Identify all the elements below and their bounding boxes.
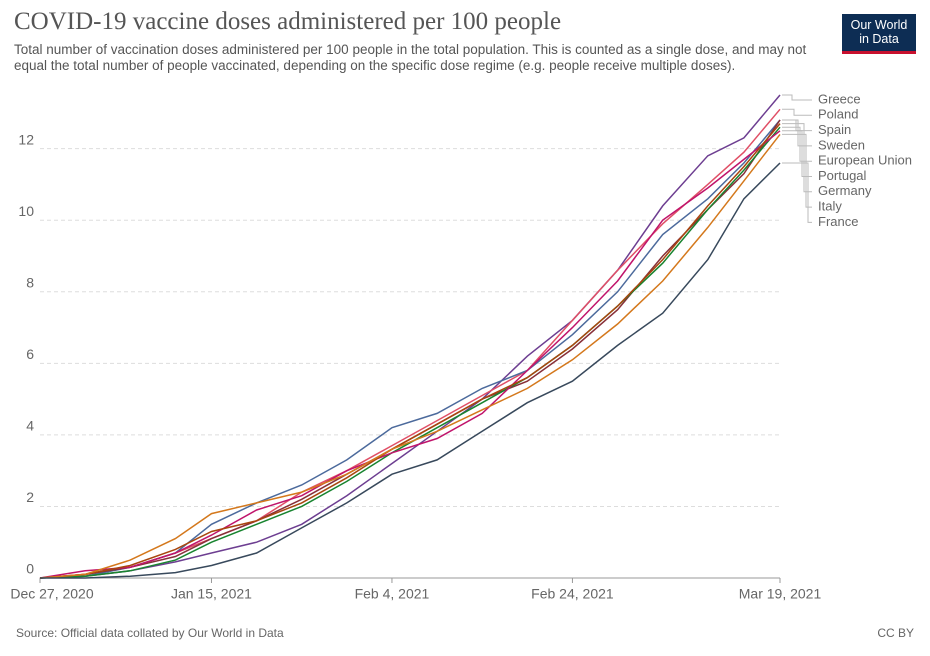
chart-subtitle: Total number of vaccination doses admini… [14,42,807,73]
series-line [39,126,781,579]
legend-connector [782,162,812,223]
x-tick-label: Jan 15, 2021 [171,586,252,602]
legend-label: France [818,214,858,229]
legend-connector [782,119,812,132]
chart-title: COVID-19 vaccine doses administered per … [14,8,562,35]
legend-label: Germany [818,183,872,198]
x-tick-label: Mar 19, 2021 [739,586,822,602]
logo-line: Our World [850,18,908,32]
series-line [40,162,781,579]
legend-connector [782,133,812,208]
y-tick-label: 12 [18,131,34,147]
series-line [39,123,781,579]
y-tick-label: 0 [26,561,34,577]
legend-label: Portugal [818,168,867,183]
series-line [39,133,781,579]
y-tick-label: 2 [26,489,34,505]
y-tick-label: 10 [18,203,34,219]
legend-label: Spain [818,122,851,137]
legend-label: Poland [818,107,858,122]
y-tick-label: 4 [26,418,34,434]
x-tick-label: Feb 4, 2021 [355,586,430,602]
series-line [39,94,781,579]
license[interactable]: CC BY [877,626,914,640]
logo[interactable]: Our World in Data [842,14,916,54]
y-tick-label: 8 [26,274,34,290]
legend-label: Greece [818,91,861,106]
chart: 0 2 4 6 8 10 12 Dec 27, 2020 Jan 15, 2021 Feb 4, … [10,91,912,602]
legend-label: Sweden [818,137,865,152]
legend-connector [782,130,812,177]
series-line [39,108,781,579]
logo-line: in Data [859,32,899,46]
x-tick-label: Feb 24, 2021 [531,586,614,602]
legend-connector [782,126,812,162]
series-line [39,119,781,579]
legend-label: Italy [818,199,842,214]
legend-label: European Union [818,153,912,168]
series-line [39,119,781,579]
legend-connector [782,119,812,147]
y-tick-label: 6 [26,346,34,362]
x-tick-label: Dec 27, 2020 [10,586,93,602]
legend-connector [782,108,812,116]
series-line [39,130,781,579]
source-note: Source: Official data collated by Our Wo… [16,626,284,640]
legend-connector [782,94,812,101]
